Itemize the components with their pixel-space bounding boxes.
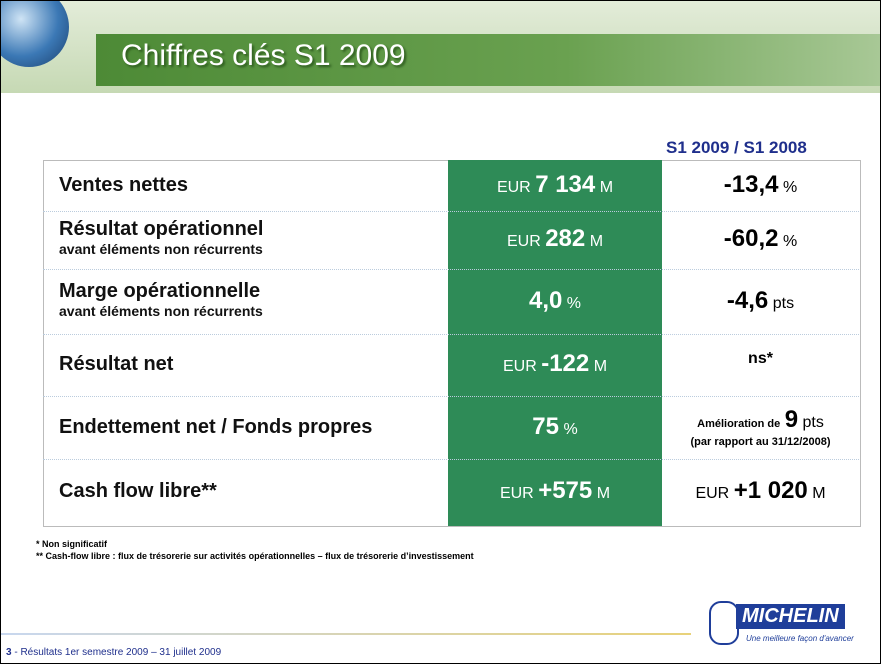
logo-mascot (709, 601, 739, 645)
row-label: Résultat net (59, 353, 173, 376)
cell-number: -13,4 (723, 170, 779, 198)
cell-prefix: EUR (506, 233, 541, 250)
cell-suffix: pts (772, 294, 795, 312)
row-label: Résultat opérationnel avant éléments non … (59, 218, 263, 257)
label-sub: avant éléments non récurrents (59, 302, 263, 319)
row-label: Cash flow libre** (59, 480, 217, 503)
title-bar (96, 34, 880, 86)
label-main: Ventes nettes (59, 173, 188, 196)
change-cell: ns* (662, 350, 859, 368)
cell-suffix: M (596, 485, 611, 502)
cell-suffix: M (593, 358, 608, 375)
cell-suffix: % (782, 233, 798, 250)
footnote: * Non significatif (36, 539, 108, 549)
comparison-header: S1 2009 / S1 2008 (666, 138, 807, 157)
row-label: Endettement net / Fonds propres (59, 416, 372, 439)
cell-number: 9 (784, 405, 799, 433)
cell-number: -60,2 (723, 225, 779, 252)
label-main: Résultat net (59, 353, 174, 375)
footnote: ** Cash-flow libre : flux de trésorerie … (36, 551, 474, 561)
cell-number: 7 134 (535, 170, 596, 198)
value-column (448, 160, 662, 526)
row-divider (43, 269, 859, 270)
cell-prefix: Amélioration de (697, 417, 781, 430)
footer-text: - Résultats 1er semestre 2009 – 31 juill… (14, 647, 222, 658)
cell-suffix: M (812, 485, 826, 502)
logo-brand: MICHELIN (736, 604, 845, 629)
slide-title: Chiffres clés S1 2009 (121, 39, 406, 72)
value-cell: EUR 282 M (448, 225, 662, 253)
row-label: Ventes nettes (59, 174, 188, 197)
label-main: Cash flow libre** (59, 480, 217, 502)
cell-suffix: % (782, 178, 798, 196)
cell-number: -4,6 (726, 286, 769, 314)
row-divider (43, 334, 859, 335)
cell-number: 282 (545, 225, 586, 252)
value-cell: 75 % (448, 413, 662, 441)
change-note: (par rapport au 31/12/2008) (690, 435, 831, 448)
footer-line (1, 633, 691, 635)
cell-number: 4,0 (528, 286, 563, 314)
cell-suffix: % (566, 294, 582, 312)
label-main: Résultat opérationnel (59, 218, 264, 240)
page-number: 3 (6, 647, 12, 658)
cell-suffix: % (563, 420, 578, 438)
row-divider (43, 396, 859, 397)
cell-number: -122 (541, 350, 590, 377)
cell-number: +575 (538, 477, 593, 504)
value-cell: EUR 7 134 M (448, 171, 662, 199)
value-cell: 4,0 % (448, 287, 662, 315)
row-divider (43, 459, 859, 460)
row-label: Marge opérationnelle avant éléments non r… (59, 280, 263, 319)
logo-tagline: Une meilleure façon d'avancer (746, 634, 854, 643)
change-cell: -60,2 % (662, 225, 859, 253)
cell-prefix: EUR (502, 358, 537, 375)
value-cell: EUR +575 M (448, 477, 662, 505)
change-cell: EUR +1 020 M (662, 477, 859, 505)
label-main: Endettement net / Fonds propres (59, 415, 373, 438)
cell-suffix: M (589, 233, 604, 250)
change-cell: Amélioration de 9 pts (par rapport au 31/… (662, 406, 859, 448)
label-sub: avant éléments non récurrents (59, 241, 263, 257)
footer: 3 - Résultats 1er semestre 2009 – 31 jui… (6, 647, 221, 658)
cell-suffix: pts (802, 413, 824, 431)
cell-prefix: EUR (695, 485, 730, 502)
row-divider (43, 211, 859, 212)
change-cell: -4,6 pts (662, 287, 859, 315)
cell-prefix: EUR (496, 178, 531, 196)
cell-text: ns* (748, 350, 773, 367)
label-main: Marge opérationnelle (59, 279, 261, 302)
change-cell: -13,4 % (662, 171, 859, 199)
cell-suffix: M (599, 178, 614, 196)
value-cell: EUR -122 M (448, 350, 662, 378)
cell-number: +1 020 (733, 477, 808, 504)
cell-number: 75 (532, 412, 559, 440)
cell-prefix: EUR (499, 485, 534, 502)
